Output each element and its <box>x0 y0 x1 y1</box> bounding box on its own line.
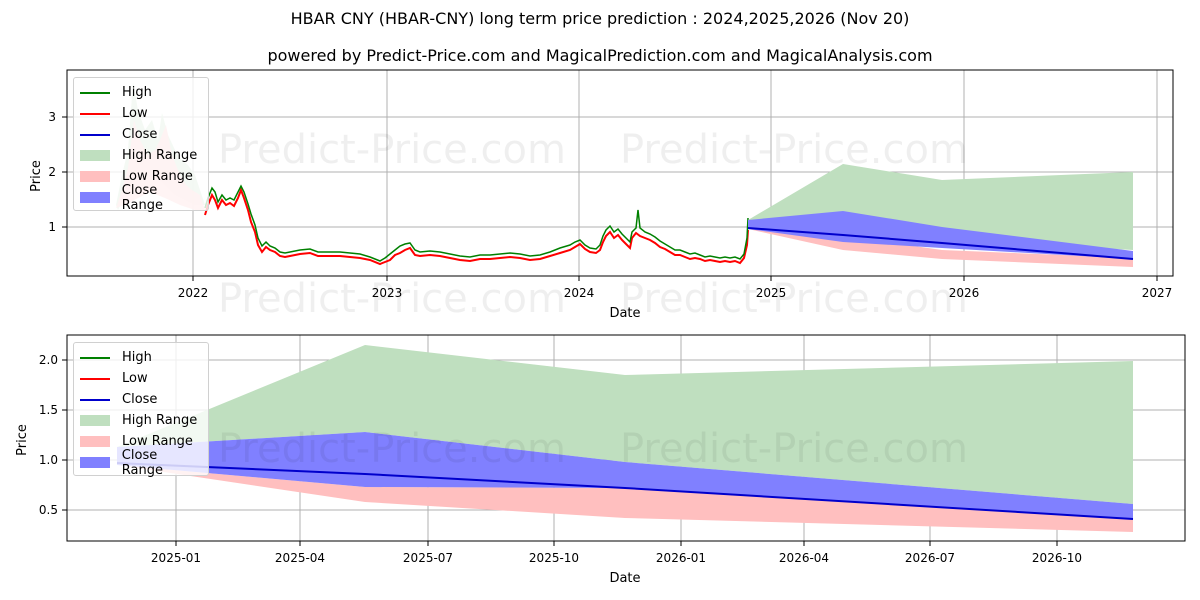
top-x-axis-label: Date <box>609 306 640 321</box>
bottom-x-axis-label: Date <box>609 571 640 586</box>
svg-text:2.0: 2.0 <box>39 353 58 367</box>
svg-text:2025: 2025 <box>756 286 787 300</box>
watermark: Predict-Price.com <box>218 276 566 322</box>
svg-text:2026: 2026 <box>949 286 980 300</box>
svg-text:0.5: 0.5 <box>39 503 58 517</box>
legend-swatch-icon <box>80 192 110 203</box>
top-x-ticks: 2022 2023 2024 2025 2026 2027 <box>178 276 1173 300</box>
svg-text:2022: 2022 <box>178 286 209 300</box>
svg-text:2024: 2024 <box>564 286 595 300</box>
legend-item-high: High <box>80 347 202 368</box>
svg-text:1.5: 1.5 <box>39 403 58 417</box>
legend-swatch-icon <box>80 171 110 182</box>
bottom-x-ticks: 2025-01 2025-04 2025-07 2025-10 2026-01 … <box>151 541 1082 565</box>
bottom-y-ticks: 0.5 1.0 1.5 2.0 <box>39 353 67 517</box>
svg-text:1: 1 <box>48 220 56 234</box>
legend-swatch-icon <box>80 150 110 161</box>
svg-text:2026-04: 2026-04 <box>779 551 829 565</box>
legend-swatch-icon <box>80 356 110 359</box>
top-y-axis-label: Price <box>29 160 44 192</box>
svg-text:2025-01: 2025-01 <box>151 551 201 565</box>
watermark: Predict-Price.com <box>218 426 566 472</box>
bottom-close-line <box>116 462 1134 520</box>
top-high-line <box>204 184 749 262</box>
legend-item-close-range: Close Range <box>80 448 202 478</box>
chart-subtitle: powered by Predict-Price.com and Magical… <box>267 46 933 65</box>
legend-swatch-icon <box>80 436 110 447</box>
svg-text:2025-04: 2025-04 <box>275 551 325 565</box>
legend-item-high: High <box>80 82 202 103</box>
svg-text:2026-01: 2026-01 <box>656 551 706 565</box>
legend-swatch-icon <box>80 398 110 401</box>
top-y-ticks: 1 2 3 <box>48 110 67 234</box>
top-close-line <box>747 227 1134 260</box>
watermark: Predict-Price.com <box>620 426 968 472</box>
watermark: Predict-Price.com <box>218 127 566 173</box>
bottom-y-axis-label: Price <box>15 424 30 456</box>
svg-text:2025-10: 2025-10 <box>529 551 579 565</box>
svg-text:2023: 2023 <box>372 286 403 300</box>
legend-swatch-icon <box>80 112 110 115</box>
bottom-axes-frame <box>66 334 1186 542</box>
svg-text:3: 3 <box>48 110 56 124</box>
bottom-legend: High Low Close High Range Low Range Clos… <box>73 342 209 478</box>
svg-text:2026-07: 2026-07 <box>905 551 955 565</box>
top-axes-frame <box>66 69 1174 277</box>
legend-swatch-icon <box>80 91 110 94</box>
legend-item-low-range: Low Range <box>80 431 202 452</box>
svg-text:2027: 2027 <box>1142 286 1173 300</box>
bottom-low-range <box>117 465 1133 532</box>
svg-text:2: 2 <box>48 165 56 179</box>
svg-text:2025-07: 2025-07 <box>403 551 453 565</box>
svg-text:2026-10: 2026-10 <box>1032 551 1082 565</box>
legend-item-low-range: Low Range <box>80 166 202 187</box>
legend-swatch-icon <box>80 377 110 380</box>
bottom-high-range <box>117 345 1133 504</box>
top-low-line <box>204 187 749 266</box>
legend-item-low: Low <box>80 103 202 124</box>
legend-swatch-icon <box>80 415 110 426</box>
legend-item-low: Low <box>80 368 202 389</box>
svg-text:1.0: 1.0 <box>39 453 58 467</box>
bottom-close-range <box>117 432 1133 519</box>
legend-swatch-icon <box>80 457 110 468</box>
watermark: Predict-Price.com <box>620 276 968 322</box>
legend-item-close-range: Close Range <box>80 183 202 213</box>
chart-title: HBAR CNY (HBAR-CNY) long term price pred… <box>290 9 910 28</box>
legend-swatch-icon <box>80 133 110 136</box>
top-close-range-forecast <box>748 211 1133 259</box>
watermark: Predict-Price.com <box>620 127 968 173</box>
top-legend: High Low Close High Range Low Range Clos… <box>73 77 209 213</box>
legend-item-close: Close <box>80 124 202 145</box>
legend-item-close: Close <box>80 389 202 410</box>
legend-item-high-range: High Range <box>80 145 202 166</box>
legend-item-high-range: High Range <box>80 410 202 431</box>
